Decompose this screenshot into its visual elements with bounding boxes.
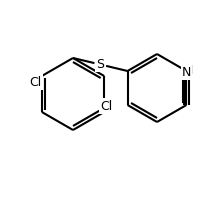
Text: N: N — [182, 65, 191, 78]
Text: S: S — [96, 58, 104, 71]
Text: Cl: Cl — [30, 76, 42, 89]
Text: Cl: Cl — [100, 100, 112, 113]
Text: N: N — [184, 65, 193, 78]
